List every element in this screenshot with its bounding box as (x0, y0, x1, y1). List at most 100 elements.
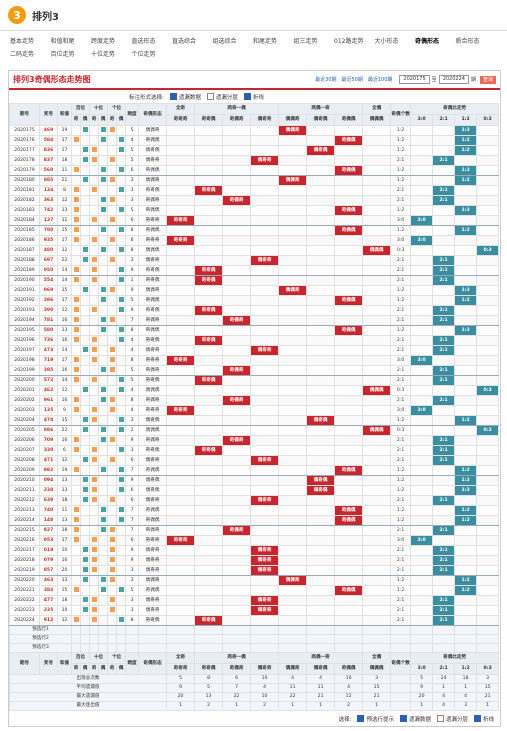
number: 935 (39, 235, 58, 246)
ratio-hit: 1:2 (454, 175, 478, 186)
checkbox[interactable] (206, 93, 214, 100)
span: 4 (125, 345, 140, 356)
span: 6 (125, 535, 140, 546)
sum: 16 (57, 365, 72, 376)
number: 390 (39, 305, 58, 316)
nav-link[interactable]: 组选综合 (212, 38, 237, 45)
head-cell: 奇 (71, 114, 81, 126)
shape-cell (306, 285, 336, 296)
preset-cell (89, 625, 100, 635)
quick-link[interactable]: 最近100期 (367, 77, 393, 83)
parity-box (100, 516, 106, 522)
parity-cell (71, 135, 81, 146)
nav-link[interactable]: 012路走势 (334, 38, 364, 45)
nav-link[interactable]: 百位走势 (50, 51, 75, 58)
checkbox[interactable] (243, 93, 251, 100)
shape-cell (250, 145, 280, 156)
sum: 14 (57, 275, 72, 286)
parity-cell (89, 225, 100, 236)
nav-link[interactable]: 大小形态 (374, 38, 399, 45)
ratio-cell (476, 225, 500, 236)
parity-cell (116, 275, 127, 286)
shape-cell (334, 545, 364, 556)
nav-link[interactable]: 组三走势 (293, 38, 318, 45)
issue: 2020211 (9, 485, 40, 496)
ratio-cell (432, 385, 456, 396)
parity-cell (98, 415, 109, 426)
nav-link[interactable]: 奇偶形态 (415, 38, 440, 45)
ratio-hit: 3:0 (410, 215, 434, 226)
shape-cell (306, 195, 336, 206)
span: 8 (125, 395, 140, 406)
checkbox[interactable] (169, 93, 177, 100)
shape-cell (194, 255, 224, 266)
parity-cell (89, 305, 100, 316)
number: 469 (39, 125, 58, 136)
checkbox[interactable] (357, 715, 365, 722)
nav-link[interactable]: 直选形态 (131, 38, 156, 45)
issue: 2020181 (9, 185, 40, 196)
shape-cell (166, 575, 196, 586)
nav-link[interactable]: 和值和尾 (50, 38, 75, 45)
ratio-cell (410, 225, 434, 236)
nav-link[interactable]: 跨度走势 (91, 38, 116, 45)
preset-cell (71, 634, 81, 644)
ratio-cell (432, 215, 456, 226)
shape-cell (194, 395, 224, 406)
parity-cell (107, 195, 118, 206)
nav-link[interactable]: 个位走势 (131, 51, 156, 58)
checkbox[interactable] (473, 715, 481, 722)
quick-link[interactable]: 最近30期 (315, 77, 337, 83)
shape-cell (306, 495, 336, 506)
parity-cell (98, 285, 109, 296)
nav-link[interactable]: 直选综合 (172, 38, 197, 45)
shape-cell (194, 225, 224, 236)
parity-cell (71, 355, 81, 366)
shape-cell (250, 215, 280, 226)
ratio-cell (432, 465, 456, 476)
shape-cell (278, 595, 308, 606)
count: 2:1 (390, 495, 412, 506)
shape-cell (222, 295, 252, 306)
sum: 11 (57, 505, 72, 516)
shape: 奇偶偶 (138, 515, 168, 526)
from-input[interactable]: 2020175 (399, 75, 430, 84)
quick-link[interactable]: 最近50期 (341, 77, 363, 83)
sum: 17 (57, 355, 72, 366)
ratio-cell (476, 475, 500, 486)
issue: 2020215 (9, 525, 40, 536)
nav-link[interactable]: 十位走势 (91, 51, 116, 58)
shape-cell (334, 145, 364, 156)
parity-cell (79, 225, 91, 236)
shape-cell (278, 425, 308, 436)
nav-link[interactable]: 和尾走势 (253, 38, 278, 45)
preset-cell (410, 634, 434, 644)
count: 3:0 (390, 355, 412, 366)
head-cell: 奇奇奇 (166, 114, 196, 126)
to-input[interactable]: 2020224 (438, 75, 469, 84)
nav-link[interactable]: 基本走势 (10, 38, 35, 45)
shape-cell (362, 585, 392, 596)
parity-box (82, 256, 88, 262)
checkbox[interactable] (436, 715, 444, 722)
ratio-hit: 1:2 (454, 205, 478, 216)
shape-cell (166, 345, 196, 356)
shape-cell (194, 435, 224, 446)
issue: 2020213 (9, 505, 40, 516)
parity-box (100, 176, 106, 182)
data-row: 2020183 742 13 5 奇偶偶 奇偶偶 1:2 1:2 (9, 205, 500, 216)
query-button[interactable]: 查询 (479, 75, 496, 84)
shape-cell (250, 185, 280, 196)
span: 3 (125, 175, 140, 186)
count: 2:1 (390, 315, 412, 326)
parity-box (91, 156, 97, 162)
shape-cell (166, 555, 196, 566)
nav-link[interactable]: 二码走势 (10, 51, 35, 58)
parity-cell (89, 505, 100, 516)
shape-cell (222, 605, 252, 616)
shape-cell (166, 285, 196, 296)
nav-link[interactable]: 质合形态 (455, 38, 480, 45)
checkbox[interactable] (399, 715, 407, 722)
issue: 2020223 (9, 605, 40, 616)
issue: 2020224 (9, 615, 40, 626)
